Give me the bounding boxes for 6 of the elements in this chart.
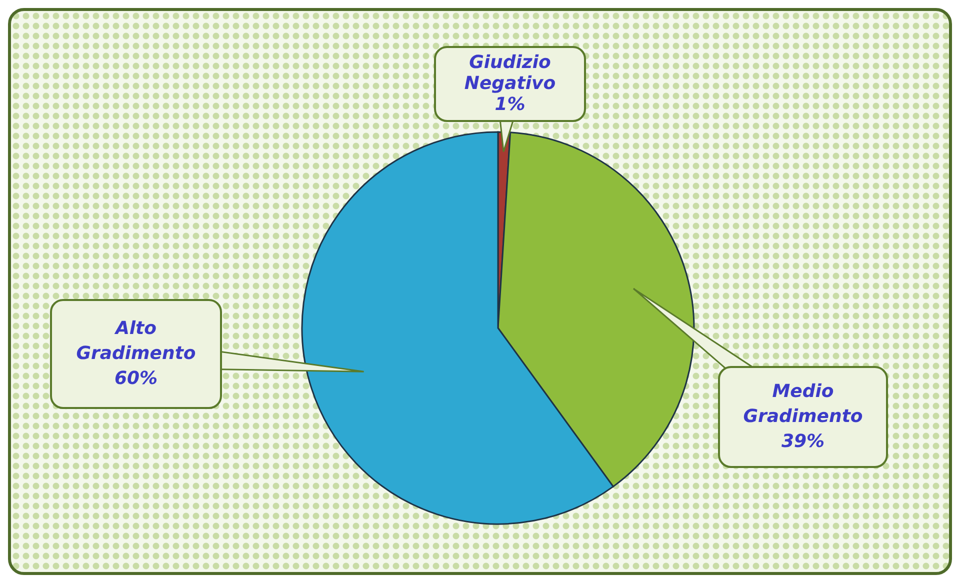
data-label: 1% bbox=[494, 94, 526, 115]
data-label: 60% bbox=[114, 368, 158, 389]
data-label: 39% bbox=[781, 430, 825, 452]
slice-label: Giudizio Negativo bbox=[464, 52, 556, 94]
slice-label: Medio Gradimento bbox=[743, 380, 863, 427]
slice-label: Alto Gradimento bbox=[76, 318, 196, 364]
